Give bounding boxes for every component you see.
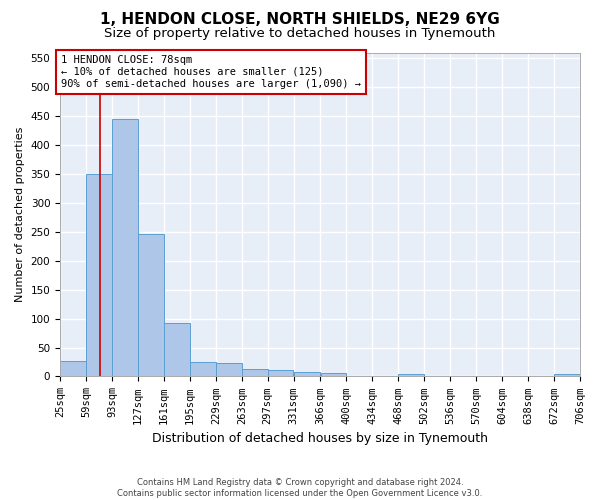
- Text: Contains HM Land Registry data © Crown copyright and database right 2024.
Contai: Contains HM Land Registry data © Crown c…: [118, 478, 482, 498]
- Text: 1, HENDON CLOSE, NORTH SHIELDS, NE29 6YG: 1, HENDON CLOSE, NORTH SHIELDS, NE29 6YG: [100, 12, 500, 28]
- Bar: [60, 361, 86, 376]
- Bar: [112, 119, 138, 376]
- Bar: [242, 369, 268, 376]
- X-axis label: Distribution of detached houses by size in Tynemouth: Distribution of detached houses by size …: [152, 432, 488, 445]
- Text: 1 HENDON CLOSE: 78sqm
← 10% of detached houses are smaller (125)
90% of semi-det: 1 HENDON CLOSE: 78sqm ← 10% of detached …: [61, 56, 361, 88]
- Bar: [320, 373, 346, 376]
- Bar: [268, 370, 293, 376]
- Bar: [398, 374, 424, 376]
- Bar: [86, 174, 112, 376]
- Bar: [554, 374, 580, 376]
- Bar: [294, 372, 320, 376]
- Bar: [164, 322, 190, 376]
- Bar: [190, 362, 215, 376]
- Y-axis label: Number of detached properties: Number of detached properties: [15, 127, 25, 302]
- Bar: [216, 362, 242, 376]
- Bar: [138, 234, 164, 376]
- Text: Size of property relative to detached houses in Tynemouth: Size of property relative to detached ho…: [104, 28, 496, 40]
